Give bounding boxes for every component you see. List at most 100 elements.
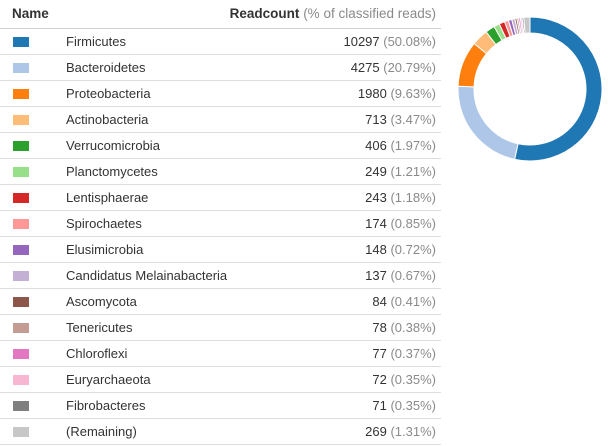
readcount-header-sub: (% of classified reads) — [303, 6, 436, 21]
readcount-percent: (20.79%) — [383, 60, 436, 75]
readcount-value: 269 (1.31%) — [365, 424, 436, 439]
legend-swatch — [13, 141, 29, 151]
readcount-value: 72 (0.35%) — [372, 372, 436, 387]
category-label: Ascomycota — [66, 294, 137, 309]
category-label: Euryarchaeota — [66, 372, 151, 387]
legend-swatch — [13, 401, 29, 411]
table-row: Actinobacteria 713 (3.47%) — [0, 107, 441, 133]
donut-slice[interactable] — [523, 16, 531, 34]
readcount-number: 1980 — [357, 86, 391, 101]
category-label: Elusimicrobia — [66, 242, 144, 257]
readcount-number: 406 — [365, 138, 391, 153]
table-row: Chloroflexi 77 (0.37%) — [0, 341, 441, 367]
readcount-number: 713 — [365, 112, 391, 127]
table-row: Elusimicrobia 148 (0.72%) — [0, 237, 441, 263]
table-body: Firmicutes 10297 (50.08%) Bacteroidetes 427… — [0, 29, 441, 445]
readcount-percent: (0.67%) — [390, 268, 436, 283]
category-label: Candidatus Melainabacteria — [66, 268, 228, 283]
category-label: Planctomycetes — [66, 164, 158, 179]
category-label: (Remaining) — [66, 424, 137, 439]
readcount-number: 243 — [365, 190, 391, 205]
readcount-percent: (0.72%) — [390, 242, 436, 257]
readcount-percent: (50.08%) — [383, 34, 436, 49]
readcount-percent: (0.38%) — [390, 320, 436, 335]
name-column-header: Name — [12, 6, 49, 21]
readcount-value: 1980 (9.63%) — [358, 86, 436, 101]
readcount-number: 78 — [372, 320, 391, 335]
legend-swatch — [13, 167, 29, 177]
legend-swatch — [13, 245, 29, 255]
readcount-value: 84 (0.41%) — [372, 294, 436, 309]
readcount-value: 174 (0.85%) — [365, 216, 436, 231]
readcount-number: 137 — [365, 268, 391, 283]
table-row: Lentisphaerae 243 (1.18%) — [0, 185, 441, 211]
category-label: Spirochaetes — [66, 216, 142, 231]
readcount-number: 4275 — [350, 60, 384, 75]
category-label: Proteobacteria — [66, 86, 151, 101]
category-label: Actinobacteria — [66, 112, 149, 127]
table-row: Fibrobacteres 71 (0.35%) — [0, 393, 441, 419]
readcount-percent: (1.31%) — [390, 424, 436, 439]
donut-chart — [457, 16, 603, 162]
table-row: (Remaining) 269 (1.31%) — [0, 419, 441, 445]
readcount-value: 77 (0.37%) — [372, 346, 436, 361]
readcount-value: 148 (0.72%) — [365, 242, 436, 257]
readcount-value: 10297 (50.08%) — [343, 34, 436, 49]
table-row: Firmicutes 10297 (50.08%) — [0, 29, 441, 55]
readcount-percent: (9.63%) — [390, 86, 436, 101]
readcount-value: 137 (0.67%) — [365, 268, 436, 283]
readcount-number: 77 — [372, 346, 391, 361]
legend-swatch — [13, 323, 29, 333]
readcount-column-header: Readcount (% of classified reads) — [230, 6, 436, 21]
readcount-value: 406 (1.97%) — [365, 138, 436, 153]
readcount-number: 71 — [372, 398, 391, 413]
readcount-percent: (0.35%) — [390, 398, 436, 413]
category-label: Tenericutes — [66, 320, 133, 335]
readcount-value: 713 (3.47%) — [365, 112, 436, 127]
readcount-value: 71 (0.35%) — [372, 398, 436, 413]
legend-swatch — [13, 297, 29, 307]
readcount-value: 249 (1.21%) — [365, 164, 436, 179]
table-row: Proteobacteria 1980 (9.63%) — [0, 81, 441, 107]
readcount-number: 249 — [365, 164, 391, 179]
readcount-percent: (1.21%) — [390, 164, 436, 179]
readcount-number: 10297 — [343, 34, 384, 49]
readcount-number: 84 — [372, 294, 391, 309]
category-label: Firmicutes — [66, 34, 126, 49]
category-label: Chloroflexi — [66, 346, 128, 361]
table-header: Name Readcount (% of classified reads) — [0, 0, 441, 29]
legend-swatch — [13, 427, 29, 437]
table-row: Ascomycota 84 (0.41%) — [0, 289, 441, 315]
readcount-number: 269 — [365, 424, 391, 439]
readcount-number: 148 — [365, 242, 391, 257]
readcount-header-label: Readcount — [229, 6, 300, 21]
category-label: Lentisphaerae — [66, 190, 149, 205]
category-label: Fibrobacteres — [66, 398, 146, 413]
donut-slice[interactable] — [514, 16, 603, 162]
legend-swatch — [13, 193, 29, 203]
readcount-percent: (0.85%) — [390, 216, 436, 231]
readcount-number: 174 — [365, 216, 391, 231]
table-row: Candidatus Melainabacteria 137 (0.67%) — [0, 263, 441, 289]
readcount-percent: (0.35%) — [390, 372, 436, 387]
table-row: Euryarchaeota 72 (0.35%) — [0, 367, 441, 393]
legend-swatch — [13, 375, 29, 385]
readcount-table: Name Readcount (% of classified reads) F… — [0, 0, 441, 445]
legend-swatch — [13, 349, 29, 359]
legend-swatch — [13, 219, 29, 229]
donut-slice[interactable] — [457, 85, 519, 160]
legend-swatch — [13, 37, 29, 47]
readcount-percent: (0.41%) — [390, 294, 436, 309]
readcount-value: 4275 (20.79%) — [351, 60, 436, 75]
table-row: Bacteroidetes 4275 (20.79%) — [0, 55, 441, 81]
legend-swatch — [13, 89, 29, 99]
readcount-percent: (3.47%) — [390, 112, 436, 127]
table-row: Verrucomicrobia 406 (1.97%) — [0, 133, 441, 159]
table-row: Spirochaetes 174 (0.85%) — [0, 211, 441, 237]
category-label: Verrucomicrobia — [66, 138, 160, 153]
legend-swatch — [13, 115, 29, 125]
readcount-percent: (0.37%) — [390, 346, 436, 361]
readcount-value: 78 (0.38%) — [372, 320, 436, 335]
readcount-number: 72 — [372, 372, 391, 387]
legend-swatch — [13, 63, 29, 73]
